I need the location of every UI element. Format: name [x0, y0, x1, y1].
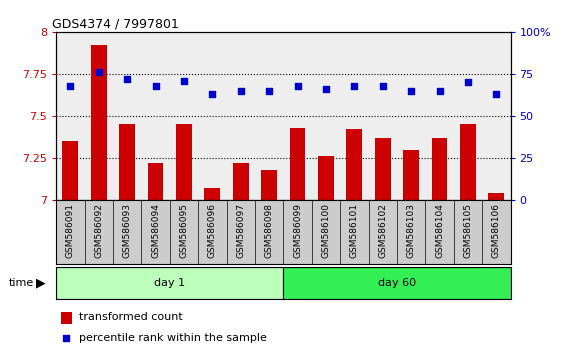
- Bar: [283, 267, 511, 299]
- Point: [350, 83, 359, 88]
- Point: [94, 69, 103, 75]
- Bar: [61, 312, 72, 324]
- Bar: [176, 124, 192, 200]
- Point: [180, 78, 188, 84]
- Bar: [289, 128, 305, 200]
- Text: GSM586096: GSM586096: [208, 203, 217, 258]
- Point: [265, 88, 274, 93]
- Bar: [375, 138, 390, 200]
- Point: [123, 76, 132, 82]
- Text: GSM586091: GSM586091: [66, 203, 75, 258]
- Text: GSM586092: GSM586092: [94, 203, 103, 258]
- Bar: [62, 141, 78, 200]
- Point: [407, 88, 416, 93]
- Bar: [318, 156, 334, 200]
- Text: GDS4374 / 7997801: GDS4374 / 7997801: [52, 18, 178, 31]
- Point: [435, 88, 444, 93]
- Text: GSM586102: GSM586102: [378, 203, 387, 258]
- Bar: [432, 138, 447, 200]
- Bar: [119, 124, 135, 200]
- Bar: [460, 124, 476, 200]
- Text: day 60: day 60: [378, 278, 416, 288]
- Bar: [489, 193, 504, 200]
- Text: GSM586097: GSM586097: [236, 203, 245, 258]
- Point: [66, 83, 75, 88]
- Text: GSM586103: GSM586103: [407, 203, 416, 258]
- Bar: [347, 130, 362, 200]
- Point: [492, 91, 501, 97]
- Text: percentile rank within the sample: percentile rank within the sample: [79, 333, 266, 343]
- Text: GSM586099: GSM586099: [293, 203, 302, 258]
- Text: GSM586098: GSM586098: [265, 203, 274, 258]
- Bar: [56, 267, 283, 299]
- Text: time: time: [8, 278, 34, 288]
- Bar: [403, 150, 419, 200]
- Text: GSM586101: GSM586101: [350, 203, 359, 258]
- Text: GSM586094: GSM586094: [151, 203, 160, 258]
- Point: [378, 83, 387, 88]
- Text: GSM586100: GSM586100: [321, 203, 330, 258]
- Point: [463, 79, 472, 85]
- Text: GSM586095: GSM586095: [180, 203, 188, 258]
- Text: GSM586093: GSM586093: [123, 203, 132, 258]
- Point: [208, 91, 217, 97]
- Point: [62, 335, 71, 341]
- Point: [293, 83, 302, 88]
- Bar: [91, 45, 107, 200]
- Bar: [233, 163, 249, 200]
- Text: ▶: ▶: [36, 277, 46, 290]
- Point: [151, 83, 160, 88]
- Text: GSM586106: GSM586106: [492, 203, 501, 258]
- Point: [321, 86, 330, 92]
- Text: day 1: day 1: [154, 278, 185, 288]
- Point: [236, 88, 245, 93]
- Text: GSM586105: GSM586105: [463, 203, 472, 258]
- Text: transformed count: transformed count: [79, 312, 182, 322]
- Bar: [261, 170, 277, 200]
- Bar: [205, 188, 220, 200]
- Text: GSM586104: GSM586104: [435, 203, 444, 258]
- Bar: [148, 163, 163, 200]
